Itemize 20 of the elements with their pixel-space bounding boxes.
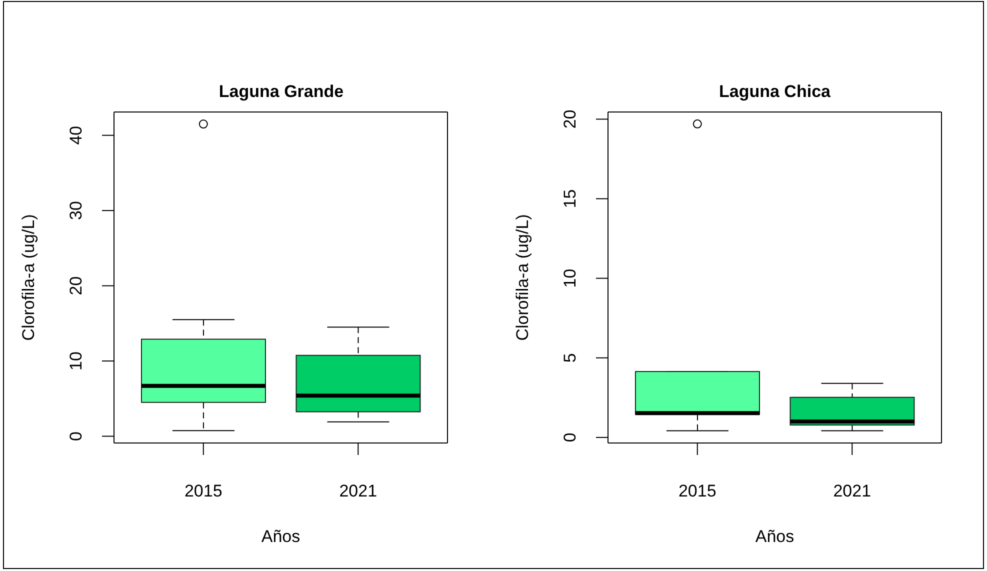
x-tick-label: 2021: [339, 482, 378, 500]
y-tick-label: 10: [560, 268, 579, 288]
chart-title: Laguna Chica: [718, 81, 832, 103]
x-axis-title: Años: [754, 527, 794, 546]
y-tick-label: 5: [560, 353, 579, 363]
y-tick-label: 10: [66, 352, 86, 370]
y-tick-label: 30: [66, 201, 86, 220]
y-tick-label: 15: [560, 189, 579, 208]
y-tick-label: 0: [66, 431, 86, 441]
y-tick-label: 20: [560, 110, 579, 129]
chart-title: Laguna Grande: [218, 81, 345, 103]
y-tick-label: 40: [66, 126, 86, 145]
y-tick-label: 20: [66, 276, 86, 296]
y-axis-title: Clorofila-a (ug/L): [512, 214, 531, 341]
x-axis-title: Años: [261, 527, 300, 546]
y-axis-title: Clorofila-a (ug/L): [18, 214, 38, 341]
x-tick-label: 2015: [184, 482, 222, 500]
x-tick-label: 2015: [678, 482, 716, 500]
y-tick-label: 0: [560, 432, 579, 442]
x-tick-label: 2021: [832, 482, 871, 500]
